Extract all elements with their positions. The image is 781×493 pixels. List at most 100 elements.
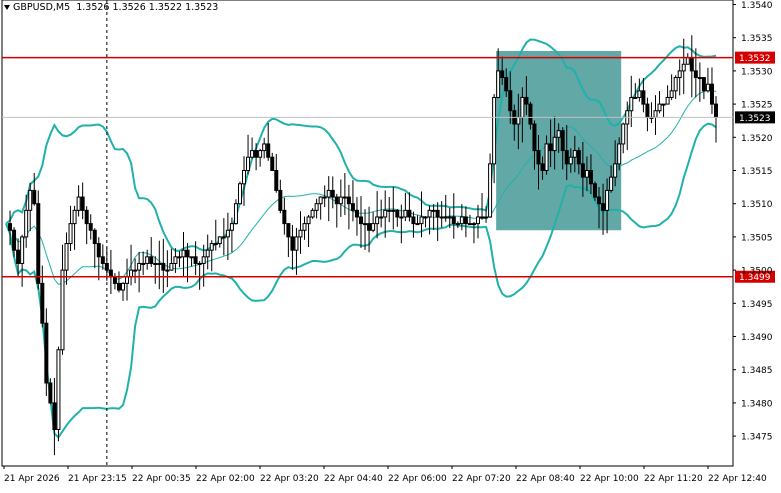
candle-body	[714, 103, 718, 118]
candle-body	[564, 150, 569, 165]
candle-body	[40, 282, 45, 324]
candle-body	[580, 163, 585, 178]
candle-body	[532, 123, 537, 152]
current-price-badge	[735, 111, 775, 124]
candle-body	[504, 77, 509, 92]
candle-body	[185, 249, 190, 258]
x-tick-label: 22 Apr 08:40	[516, 474, 575, 484]
candle-body	[488, 163, 493, 218]
candle-body	[588, 170, 593, 185]
candle-body	[169, 262, 174, 271]
candle-body	[153, 262, 158, 265]
header-high: 1.3526	[112, 2, 146, 13]
x-tick-label: 22 Apr 04:40	[324, 474, 383, 484]
candle-body	[439, 216, 444, 219]
candle-body	[399, 216, 404, 219]
candle-body	[322, 196, 327, 199]
x-tick-label: 22 Apr 03:20	[260, 474, 319, 484]
candle-body	[318, 196, 323, 205]
candle-body	[342, 196, 347, 199]
candle-body	[217, 236, 222, 245]
candle-body	[371, 223, 376, 231]
candle-body	[56, 349, 61, 430]
candle-body	[661, 103, 666, 106]
x-tick-label: 21 Apr 23:15	[68, 474, 127, 484]
candle-body	[237, 183, 242, 205]
candle-body	[403, 209, 408, 218]
candle-body	[229, 223, 234, 231]
y-tick-label: 1.3515	[741, 167, 773, 177]
symbol-header[interactable]: GBPUSD,M5 1.3526 1.3526 1.3522 1.3523	[4, 2, 218, 13]
candle-body	[653, 110, 658, 118]
y-tick-label: 1.3495	[741, 300, 773, 310]
current-price-label: 1.3523	[739, 114, 771, 124]
candle-body	[310, 209, 315, 218]
candle-body	[697, 77, 702, 80]
candle-body	[282, 209, 287, 225]
y-tick-label: 1.3485	[741, 366, 773, 376]
candle-body	[157, 262, 162, 265]
candle-body	[108, 269, 113, 278]
candle-body	[443, 216, 448, 219]
candle-body	[584, 170, 589, 178]
candle-body	[145, 256, 150, 264]
y-tick-label: 1.3505	[741, 233, 773, 243]
candle-body	[431, 209, 436, 212]
x-tick-label: 22 Apr 10:00	[580, 474, 639, 484]
y-tick-label: 1.3530	[741, 67, 773, 77]
x-tick-label: 22 Apr 12:40	[708, 474, 767, 484]
candle-body	[278, 189, 283, 211]
candle-body	[129, 269, 134, 278]
candle-body	[536, 150, 541, 165]
candle-body	[475, 216, 480, 225]
candle-body	[383, 209, 388, 218]
candle-body	[334, 196, 339, 205]
candle-body	[427, 209, 432, 218]
candle-body	[617, 143, 622, 165]
candle-body	[92, 229, 97, 245]
candle-body	[20, 236, 25, 264]
candle-body	[161, 262, 166, 271]
candle-body	[270, 156, 275, 172]
candle-body	[8, 223, 13, 231]
candle-body	[149, 256, 154, 264]
candle-body	[209, 243, 214, 251]
candle-body	[36, 203, 41, 284]
dropdown-triangle-icon[interactable]	[4, 5, 10, 10]
candle-body	[221, 236, 226, 239]
candle-body	[544, 143, 549, 172]
candle-body	[609, 176, 614, 191]
candle-body	[100, 256, 105, 264]
candle-body	[266, 143, 271, 158]
candle-body	[197, 262, 202, 265]
candle-body	[572, 150, 577, 158]
x-tick-label: 22 Apr 06:00	[388, 474, 447, 484]
candle-body	[435, 209, 440, 218]
candle-body	[338, 196, 343, 205]
candle-body	[387, 209, 392, 212]
candle-body	[605, 189, 610, 211]
candle-body	[137, 262, 142, 271]
candle-body	[201, 256, 206, 264]
candle-body	[407, 209, 412, 218]
candle-body	[629, 96, 634, 112]
candle-body	[246, 156, 251, 172]
candle-body	[250, 150, 255, 158]
candle-body	[665, 96, 670, 105]
level-label-badge	[735, 270, 775, 283]
candle-body	[44, 322, 49, 384]
candle-body	[96, 243, 101, 258]
candle-body	[500, 70, 505, 79]
candle-body	[641, 90, 646, 105]
y-tick-label: 1.3540	[741, 1, 773, 11]
y-tick-label: 1.3520	[741, 134, 773, 144]
candle-body	[16, 249, 21, 264]
x-tick-label: 22 Apr 11:20	[644, 474, 703, 484]
candle-body	[592, 183, 597, 198]
candle-body	[633, 96, 638, 99]
candle-body	[84, 209, 89, 225]
candle-body	[375, 216, 380, 225]
candle-body	[597, 196, 602, 205]
